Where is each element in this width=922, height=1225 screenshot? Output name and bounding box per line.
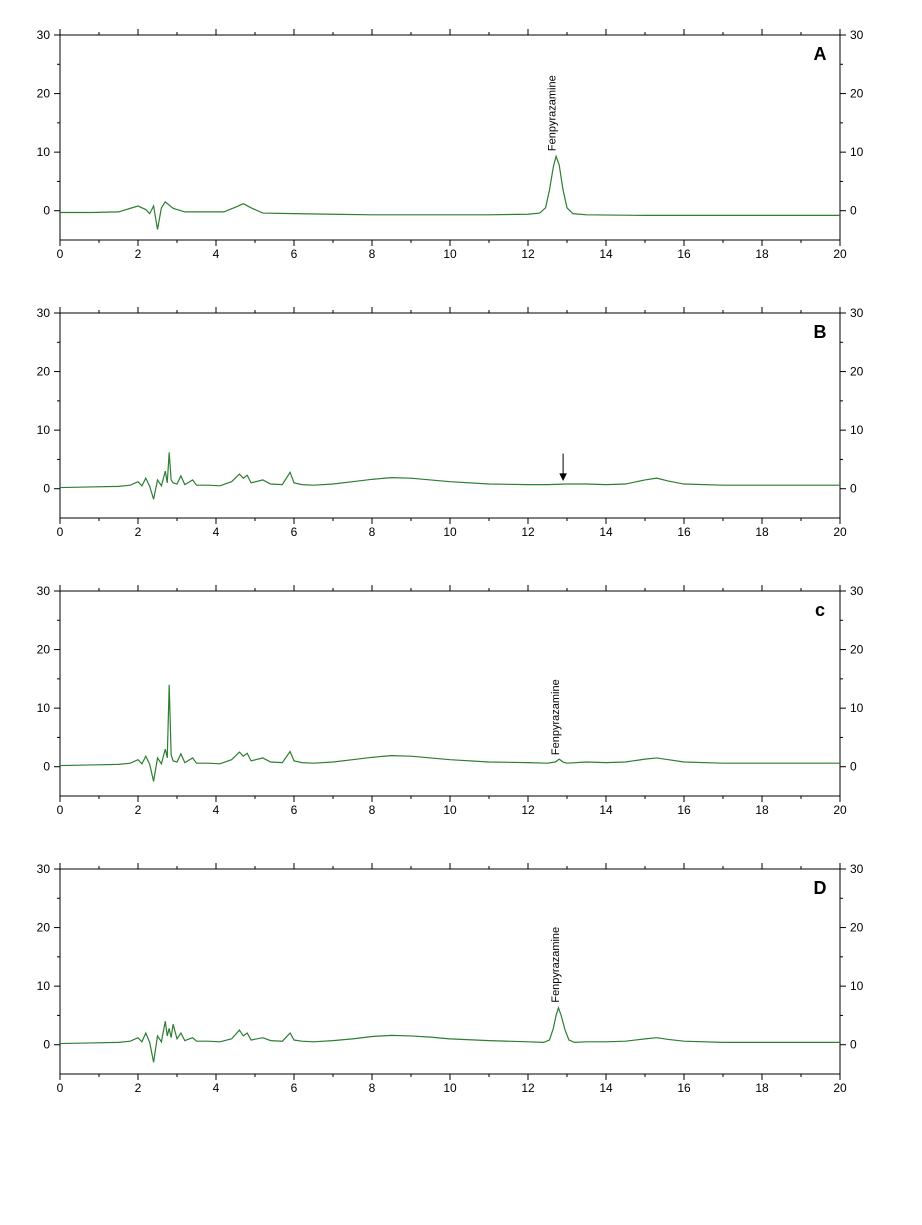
y-tick-label-left: 20 <box>37 643 51 657</box>
y-tick-label-left: 30 <box>37 28 51 42</box>
y-tick-label-left: 0 <box>43 204 50 218</box>
x-tick-label: 10 <box>443 1081 457 1095</box>
x-tick-label: 20 <box>833 1081 847 1095</box>
x-tick-label: 8 <box>369 803 376 817</box>
y-tick-label-right: 10 <box>850 423 864 437</box>
y-tick-label-right: 10 <box>850 979 864 993</box>
y-tick-label-left: 30 <box>37 584 51 598</box>
x-tick-label: 12 <box>521 803 535 817</box>
y-tick-label-right: 0 <box>850 482 857 496</box>
x-tick-label: 20 <box>833 803 847 817</box>
x-tick-label: 20 <box>833 247 847 261</box>
y-tick-label-right: 0 <box>850 1038 857 1052</box>
panel-letter: B <box>814 322 827 342</box>
x-tick-label: 6 <box>291 1081 298 1095</box>
x-tick-label: 18 <box>755 525 769 539</box>
chromatogram-svg-C: 0 2 4 6 8 10 12 14 16 18 20 0 0 10 10 20 20 30 30 Fenpyraza… <box>15 576 885 826</box>
y-tick-label-right: 20 <box>850 87 864 101</box>
peak-label: Fenpyrazamine <box>546 75 558 151</box>
x-tick-label: 16 <box>677 525 691 539</box>
y-tick-label-right: 30 <box>850 28 864 42</box>
y-tick-label-left: 10 <box>37 979 51 993</box>
y-tick-label-left: 30 <box>37 306 51 320</box>
y-tick-label-right: 30 <box>850 306 864 320</box>
y-tick-label-left: 10 <box>37 145 51 159</box>
x-tick-label: 10 <box>443 525 457 539</box>
y-tick-label-right: 0 <box>850 760 857 774</box>
y-tick-label-right: 10 <box>850 145 864 159</box>
x-tick-label: 0 <box>57 247 64 261</box>
x-tick-label: 14 <box>599 803 613 817</box>
x-tick-label: 8 <box>369 1081 376 1095</box>
chromatogram-svg-D: 0 2 4 6 8 10 12 14 16 18 20 0 0 10 10 20 20 30 30 Fenpyraza… <box>15 854 885 1104</box>
panel-letter: c <box>815 600 825 620</box>
y-tick-label-left: 30 <box>37 862 51 876</box>
x-tick-label: 16 <box>677 803 691 817</box>
y-tick-label-left: 10 <box>37 423 51 437</box>
panel-letter: A <box>814 44 827 64</box>
x-tick-label: 4 <box>213 803 220 817</box>
x-tick-label: 2 <box>135 1081 142 1095</box>
x-tick-label: 10 <box>443 803 457 817</box>
x-tick-label: 4 <box>213 525 220 539</box>
y-tick-label-right: 20 <box>850 643 864 657</box>
y-tick-label-left: 20 <box>37 87 51 101</box>
x-tick-label: 14 <box>599 1081 613 1095</box>
x-tick-label: 6 <box>291 247 298 261</box>
y-tick-label-left: 0 <box>43 1038 50 1052</box>
x-tick-label: 8 <box>369 525 376 539</box>
x-tick-label: 12 <box>521 247 535 261</box>
x-tick-label: 12 <box>521 1081 535 1095</box>
x-tick-label: 16 <box>677 247 691 261</box>
x-tick-label: 14 <box>599 525 613 539</box>
y-tick-label-right: 0 <box>850 204 857 218</box>
x-tick-label: 0 <box>57 803 64 817</box>
x-tick-label: 20 <box>833 525 847 539</box>
x-tick-label: 6 <box>291 803 298 817</box>
y-tick-label-right: 10 <box>850 701 864 715</box>
y-tick-label-left: 0 <box>43 760 50 774</box>
x-tick-label: 0 <box>57 1081 64 1095</box>
panel-B: 0 2 4 6 8 10 12 14 16 18 20 0 0 10 10 20 20 30 30 B <box>15 298 907 548</box>
x-tick-label: 18 <box>755 1081 769 1095</box>
y-tick-label-left: 0 <box>43 482 50 496</box>
x-tick-label: 4 <box>213 247 220 261</box>
peak-label: Fenpyrazamine <box>550 679 562 755</box>
panel-D: 0 2 4 6 8 10 12 14 16 18 20 0 0 10 10 20 20 30 30 Fenpyraza… <box>15 854 907 1104</box>
x-tick-label: 2 <box>135 525 142 539</box>
x-tick-label: 12 <box>521 525 535 539</box>
x-tick-label: 16 <box>677 1081 691 1095</box>
x-tick-label: 14 <box>599 247 613 261</box>
y-tick-label-right: 20 <box>850 921 864 935</box>
x-tick-label: 18 <box>755 803 769 817</box>
y-tick-label-left: 10 <box>37 701 51 715</box>
y-tick-label-left: 20 <box>37 921 51 935</box>
y-tick-label-right: 30 <box>850 584 864 598</box>
x-tick-label: 8 <box>369 247 376 261</box>
panel-C: 0 2 4 6 8 10 12 14 16 18 20 0 0 10 10 20 20 30 30 Fenpyraza… <box>15 576 907 826</box>
y-tick-label-right: 20 <box>850 365 864 379</box>
x-tick-label: 10 <box>443 247 457 261</box>
panel-A: 0 2 4 6 8 10 12 14 16 18 20 0 0 10 10 20 20 30 30 Fenpyraza… <box>15 20 907 270</box>
x-tick-label: 2 <box>135 247 142 261</box>
x-tick-label: 0 <box>57 525 64 539</box>
x-tick-label: 18 <box>755 247 769 261</box>
y-tick-label-left: 20 <box>37 365 51 379</box>
panel-letter: D <box>814 878 827 898</box>
peak-label: Fenpyrazamine <box>550 927 562 1003</box>
chromatogram-svg-A: 0 2 4 6 8 10 12 14 16 18 20 0 0 10 10 20 20 30 30 Fenpyraza… <box>15 20 885 270</box>
y-tick-label-right: 30 <box>850 862 864 876</box>
x-tick-label: 6 <box>291 525 298 539</box>
x-tick-label: 2 <box>135 803 142 817</box>
chromatogram-svg-B: 0 2 4 6 8 10 12 14 16 18 20 0 0 10 10 20 20 30 30 B <box>15 298 885 548</box>
x-tick-label: 4 <box>213 1081 220 1095</box>
chromatogram-figure: 0246810121416182000101020203030Fenpyraza… <box>15 20 907 1104</box>
